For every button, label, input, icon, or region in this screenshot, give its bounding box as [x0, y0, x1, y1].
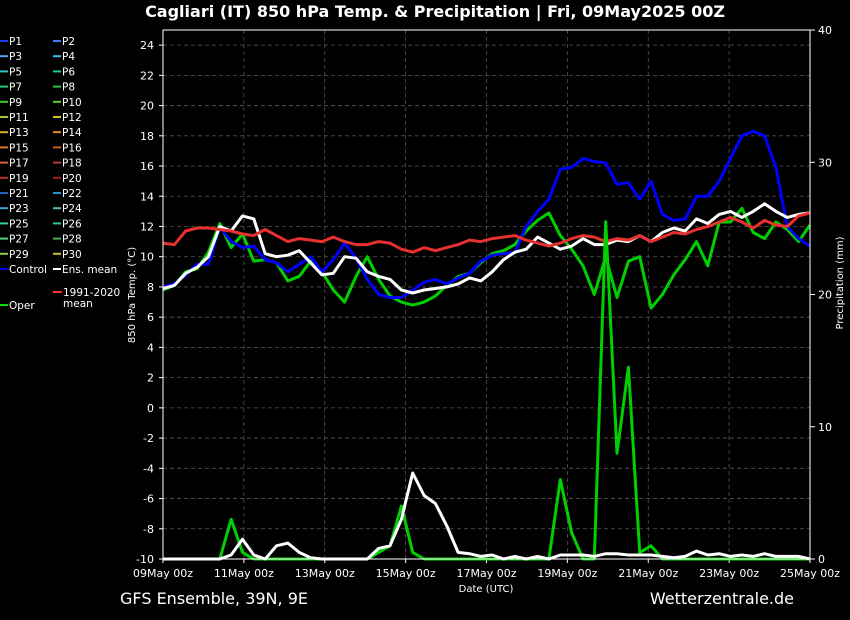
x-tick-label: 17May 00z — [456, 567, 516, 580]
x-tick-label: 11May 00z — [214, 567, 274, 580]
legend-label: P5 — [9, 66, 22, 78]
precip-axis-ticks: 0 10 20 30 40 — [810, 24, 832, 566]
y2-tick-label: 40 — [818, 24, 832, 37]
series-line-ens-mean — [162, 202, 811, 295]
y-tick-label: 16 — [140, 160, 154, 173]
legend-label: Ens. mean — [62, 264, 117, 276]
y-tick-label: 2 — [147, 372, 154, 385]
legend-label: P7 — [9, 82, 22, 94]
legend-label: P8 — [62, 82, 75, 94]
y2-tick-label: 30 — [818, 156, 832, 169]
y-tick-label: -8 — [143, 523, 154, 536]
y-tick-label: 0 — [147, 402, 154, 415]
x-tick-label: 21May 00z — [618, 567, 678, 580]
legend-label: P3 — [9, 51, 22, 63]
legend-label: P1 — [9, 36, 22, 48]
legend-label: P24 — [62, 203, 82, 215]
legend-label: P9 — [9, 97, 22, 109]
x-tick-label: 19May 00z — [537, 567, 597, 580]
legend-label: P14 — [62, 127, 82, 139]
y-tick-label: 8 — [147, 281, 154, 294]
legend-label: 1991-2020 mean — [63, 287, 120, 310]
legend-label: P21 — [9, 188, 29, 200]
x-axis-label: Date (UTC) — [459, 584, 514, 595]
x-tick-label: 09May 00z — [133, 567, 193, 580]
legend-label: Control — [9, 264, 47, 276]
legend-label: P4 — [62, 51, 75, 63]
x-tick-label: 15May 00z — [376, 567, 436, 580]
legend-label: P29 — [9, 249, 29, 261]
grid — [162, 30, 811, 560]
y-tick-label: 14 — [140, 190, 154, 203]
legend-label: P11 — [9, 112, 29, 124]
footer-source: Wetterzentrale.de — [650, 589, 794, 608]
legend-label: P27 — [9, 234, 29, 246]
y-tick-label: 20 — [140, 100, 154, 113]
y-tick-label: 4 — [147, 341, 154, 354]
y-tick-label: 6 — [147, 311, 154, 324]
legend-label: P22 — [62, 188, 82, 200]
y2-axis-label: Precipitation (mm) — [835, 236, 846, 329]
legend-label: P16 — [62, 142, 82, 154]
chart-title: Cagliari (IT) 850 hPa Temp. & Precipitat… — [145, 2, 725, 22]
legend-label: P19 — [9, 173, 29, 185]
y-tick-label: -2 — [143, 432, 154, 445]
legend: P1 P2 P3 P4 P5 P6 P7 P8 P9 P10 P11 P12 P13 P14 P15 P16 P… — [0, 36, 120, 312]
y-tick-label: -6 — [143, 493, 154, 506]
legend-label: P18 — [62, 158, 82, 170]
legend-label: P28 — [62, 234, 82, 246]
footer-model: GFS Ensemble, 39N, 9E — [120, 589, 308, 608]
x-tick-label: 25May 00z — [780, 567, 840, 580]
y-tick-label: 12 — [140, 220, 154, 233]
legend-label: P6 — [62, 66, 75, 78]
y2-tick-label: 10 — [818, 421, 832, 434]
legend-label: P23 — [9, 203, 29, 215]
legend-label: P10 — [62, 97, 82, 109]
legend-label: P25 — [9, 218, 29, 230]
legend-label: Oper — [9, 300, 35, 312]
legend-label: P26 — [62, 218, 82, 230]
x-tick-label: 13May 00z — [295, 567, 355, 580]
y-tick-label: 24 — [140, 39, 154, 52]
date-axis-ticks: 09May 00z 11May 00z 13May 00z 15May 00z 17Ma… — [133, 559, 840, 580]
legend-label: P20 — [62, 173, 82, 185]
legend-label: P2 — [62, 36, 75, 48]
legend-label: P13 — [9, 127, 29, 139]
legend-label: P30 — [62, 249, 82, 261]
x-tick-label: 23May 00z — [699, 567, 759, 580]
y-tick-label: 18 — [140, 130, 154, 143]
series-line-ens-mean-precipitation — [163, 471, 811, 561]
y-tick-label: 10 — [140, 251, 154, 264]
y2-tick-label: 20 — [818, 289, 832, 302]
legend-label: P15 — [9, 142, 29, 154]
plot-frame — [162, 29, 811, 560]
legend-label: P12 — [62, 112, 82, 124]
y-axis-label: 850 hPa Temp. (°C) — [127, 247, 138, 343]
y-tick-label: -10 — [136, 553, 154, 566]
legend-label: P17 — [9, 158, 29, 170]
y-tick-label: 22 — [140, 69, 154, 82]
series-line-1991-2020-mean — [162, 211, 811, 254]
series-line-control — [162, 129, 811, 299]
y-tick-label: -4 — [143, 462, 154, 475]
y2-tick-label: 0 — [818, 553, 825, 566]
